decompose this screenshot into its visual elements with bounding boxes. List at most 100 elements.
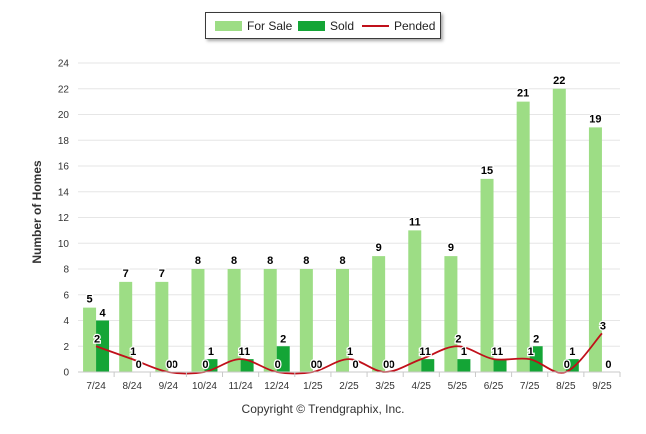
x-tick-label: 10/24	[192, 381, 217, 392]
data-label-for-sale: 9	[448, 242, 454, 254]
y-tick-label: 22	[58, 84, 70, 95]
data-label-sold: 0	[136, 359, 142, 371]
y-axis-label: Number of Homes	[30, 160, 44, 264]
x-tick-label: 5/25	[448, 381, 468, 392]
bar-sold	[529, 346, 543, 372]
x-tick-label: 9/25	[592, 381, 612, 392]
x-tick-label: 9/24	[159, 381, 179, 392]
x-axis: 7/24 8/24 9/24 10/24 11/24 12/24 1/25 2/25 3/25 4…	[78, 371, 621, 392]
data-label-pended: 1	[419, 346, 425, 358]
legend-swatch-for-sale	[215, 21, 242, 31]
data-label-pended: 2	[455, 333, 461, 345]
data-label-pended: 1	[130, 346, 136, 358]
data-label-pended: 0	[311, 359, 317, 371]
data-label-sold: 0	[316, 359, 322, 371]
data-label-pended: 0	[383, 359, 389, 371]
data-label-sold: 0	[389, 359, 395, 371]
data-label-pended: 2	[94, 333, 100, 345]
data-label-sold: 1	[461, 346, 467, 358]
legend-swatch-pended	[362, 25, 389, 27]
data-label-sold: 1	[425, 346, 431, 358]
x-tick-label: 6/25	[484, 381, 504, 392]
data-label-for-sale: 8	[231, 255, 237, 267]
bar-for-sale	[588, 127, 602, 372]
data-label-for-sale: 19	[589, 113, 601, 125]
y-tick-label: 18	[58, 136, 70, 147]
bar-for-sale	[299, 269, 313, 372]
data-label-sold: 1	[244, 346, 250, 358]
data-label-for-sale: 8	[339, 255, 345, 267]
y-tick-label: 0	[63, 368, 69, 379]
x-tick-label: 4/25	[412, 381, 432, 392]
data-label-for-sale: 7	[159, 268, 165, 280]
legend-item-sold[interactable]: Sold	[298, 19, 354, 33]
data-label-pended: 1	[239, 346, 245, 358]
bar-for-sale	[155, 281, 169, 372]
legend: For Sale Sold Pended	[205, 12, 441, 39]
bar-sold	[240, 359, 254, 372]
y-tick-label: 24	[58, 59, 70, 70]
x-tick-label: 8/24	[122, 381, 142, 392]
pended-line	[95, 332, 603, 375]
x-tick-label: 7/24	[86, 381, 106, 392]
bar-sold	[457, 359, 471, 372]
legend-label-sold: Sold	[330, 19, 355, 33]
bars	[83, 88, 602, 372]
bar-for-sale	[119, 281, 133, 372]
bar-sold	[493, 359, 507, 372]
legend-item-pended[interactable]: Pended	[362, 19, 435, 33]
data-label-sold: 0	[352, 359, 358, 371]
bar-for-sale	[480, 178, 494, 372]
y-tick-label: 4	[63, 316, 69, 327]
data-label-sold: 0	[172, 359, 178, 371]
bar-for-sale	[191, 269, 205, 372]
data-label-sold: 4	[100, 308, 107, 320]
x-tick-label: 7/25	[520, 381, 540, 392]
data-label-pended: 0	[275, 359, 281, 371]
bar-sold	[565, 359, 579, 372]
y-tick-label: 8	[63, 265, 69, 276]
data-label-for-sale: 9	[376, 242, 382, 254]
data-label-sold: 2	[280, 333, 286, 345]
data-label-pended: 1	[528, 346, 534, 358]
y-tick-label: 14	[58, 187, 70, 198]
bar-for-sale	[263, 269, 277, 372]
legend-item-for-sale[interactable]: For Sale	[215, 19, 292, 33]
data-label-for-sale: 21	[517, 88, 529, 100]
data-label-pended: 0	[564, 359, 570, 371]
legend-label-pended: Pended	[394, 19, 436, 33]
data-label-for-sale: 22	[553, 75, 565, 87]
bar-for-sale	[336, 269, 349, 372]
x-tick-label: 11/24	[228, 381, 253, 392]
x-tick-label: 8/25	[556, 381, 576, 392]
bar-for-sale	[408, 230, 422, 372]
y-tick-label: 20	[58, 110, 70, 121]
copyright-text: Copyright © Trendgraphix, Inc.	[241, 402, 405, 416]
data-label-pended: 1	[347, 346, 353, 358]
y-tick-label: 12	[58, 213, 70, 224]
data-label-for-sale: 15	[481, 165, 493, 177]
bar-for-sale	[227, 269, 241, 372]
x-tick-label: 1/25	[303, 381, 323, 392]
data-label-for-sale: 11	[409, 216, 421, 228]
data-label-pended: 1	[491, 346, 497, 358]
y-tick-label: 6	[63, 290, 69, 301]
data-label-sold: 1	[208, 346, 214, 358]
x-tick-label: 3/25	[375, 381, 395, 392]
data-label-sold: 1	[497, 346, 503, 358]
data-label-for-sale: 8	[195, 255, 201, 267]
data-label-pended: 0	[166, 359, 172, 371]
bar-for-sale	[83, 307, 97, 372]
legend-swatch-sold	[298, 21, 325, 31]
data-label-pended: 0	[202, 359, 208, 371]
bar-sold	[96, 320, 110, 372]
data-labels: 5427017008108118208008019001111912151121…	[85, 74, 612, 373]
data-label-for-sale: 8	[303, 255, 309, 267]
y-tick-label: 16	[58, 162, 70, 173]
legend-label-for-sale: For Sale	[247, 19, 293, 33]
bar-for-sale	[372, 256, 386, 372]
data-label-for-sale: 8	[267, 255, 273, 267]
pended-line-path	[95, 332, 603, 375]
